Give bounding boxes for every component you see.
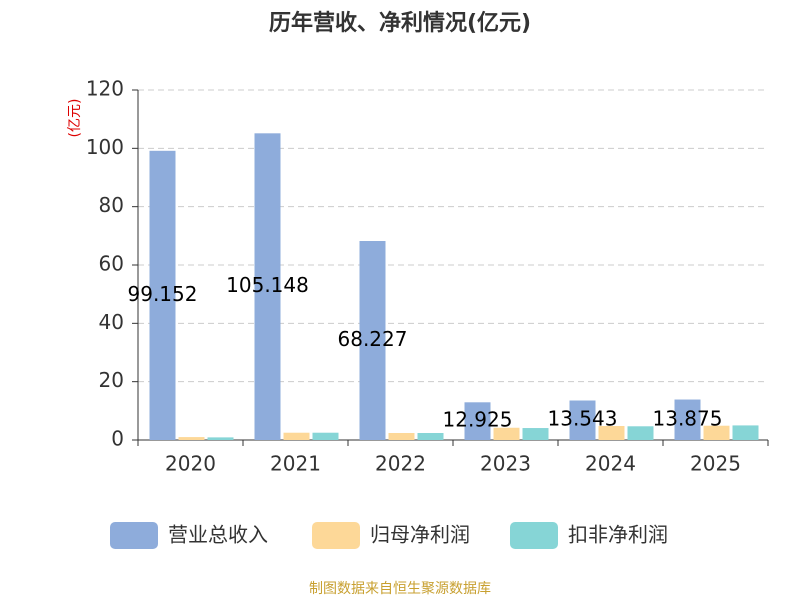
bar [493, 427, 520, 440]
bar [149, 150, 176, 440]
bar [207, 437, 234, 440]
bar [359, 241, 386, 440]
bar [178, 437, 205, 440]
legend-label: 归母净利润 [370, 523, 470, 547]
legend-swatch [510, 522, 558, 549]
bar [569, 400, 596, 440]
x-tick-label: 2020 [165, 452, 216, 476]
x-tick-label: 2022 [375, 452, 426, 476]
data-label: 68.227 [338, 327, 408, 351]
bar [464, 402, 491, 440]
y-tick-label: 120 [86, 77, 124, 101]
data-label: 99.152 [128, 282, 198, 306]
bar [312, 432, 339, 440]
bar [254, 133, 281, 440]
data-label: 13.543 [548, 407, 618, 431]
legend-swatch [312, 522, 360, 549]
y-axis-label: (亿元) [67, 99, 83, 138]
legend-swatch [110, 522, 158, 549]
bar [417, 433, 444, 440]
chart-title: 历年营收、净利情况(亿元) [269, 10, 531, 36]
bar [703, 425, 730, 440]
x-tick-label: 2024 [585, 452, 636, 476]
legend-label: 扣非净利润 [568, 523, 668, 547]
bar [732, 425, 759, 440]
data-label: 12.925 [443, 408, 513, 432]
bar [598, 426, 625, 440]
bar [522, 428, 549, 440]
y-tick-label: 80 [99, 193, 124, 217]
bar [283, 432, 310, 440]
x-tick-label: 2023 [480, 452, 531, 476]
source-note: 制图数据来自恒生聚源数据库 [309, 581, 491, 597]
x-tick-label: 2025 [690, 452, 741, 476]
data-label: 105.148 [226, 273, 309, 297]
y-tick-label: 20 [99, 368, 124, 392]
bar [674, 399, 701, 440]
bar [627, 426, 654, 440]
y-tick-label: 60 [99, 252, 124, 276]
y-tick-label: 40 [99, 310, 124, 334]
legend-label: 营业总收入 [168, 523, 268, 547]
x-tick-label: 2021 [270, 452, 321, 476]
y-tick-label: 100 [86, 135, 124, 159]
data-label: 13.875 [653, 406, 723, 430]
bar [388, 433, 415, 440]
y-tick-label: 0 [111, 427, 124, 451]
